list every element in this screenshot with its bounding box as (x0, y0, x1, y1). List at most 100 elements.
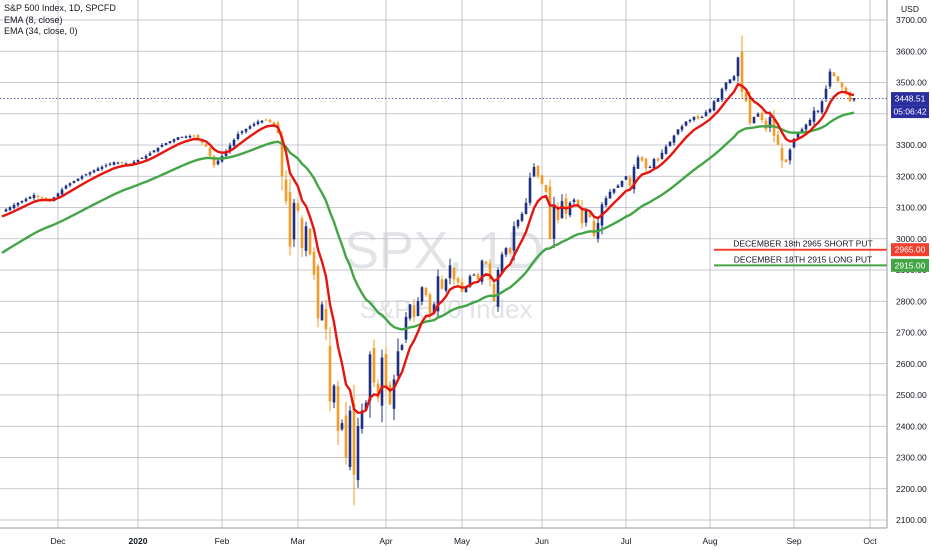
candle-body (232, 139, 236, 146)
candle-body (300, 218, 304, 249)
candle-body (344, 415, 348, 458)
time-tick-label: Apr (379, 536, 392, 546)
candle-body (620, 180, 624, 187)
candle-body (444, 279, 448, 291)
candle-body (416, 301, 420, 316)
candle-body (800, 129, 804, 132)
price-labels-layer: 3448.51 05:06:42 2965.00 2915.00 (0, 92, 929, 272)
candle-body (148, 153, 152, 156)
legend-ema-8: EMA (8, close) (4, 14, 63, 25)
candle-body (808, 120, 812, 126)
candle-body (840, 82, 844, 88)
candle-body (484, 261, 488, 264)
watermark-description: S&P 500 Index (360, 294, 533, 324)
candle-body (356, 426, 360, 481)
candle-body (792, 138, 796, 148)
candle-body (688, 120, 692, 122)
candle-body (324, 308, 328, 330)
candle-body (36, 195, 40, 197)
candle-body (748, 96, 752, 124)
candle-body (560, 201, 564, 219)
time-tick-label: Jul (621, 536, 632, 546)
candle-body (64, 185, 68, 189)
candle-body (164, 143, 168, 146)
candle-body (472, 274, 476, 276)
candle-body (132, 161, 136, 164)
candle-body (76, 178, 80, 182)
ema-34-line (1, 111, 855, 331)
candle-body (836, 76, 840, 81)
candle-body (488, 263, 492, 280)
candle-body (572, 199, 576, 202)
chart-title: S&P 500 Index, 1D, SPCFD (4, 3, 116, 13)
candle-body (260, 120, 264, 123)
candle-body (284, 179, 288, 202)
candle-body (680, 126, 684, 130)
candle-body (512, 226, 516, 251)
order-price-tag-2: 2915.00 (895, 260, 926, 270)
candle-body (84, 174, 88, 176)
candle-body (328, 346, 332, 402)
candle-body (28, 196, 32, 199)
candle-body (456, 278, 460, 283)
candle-body (152, 150, 156, 153)
candle-body (852, 98, 856, 101)
candle-body (436, 276, 440, 312)
candle-body (628, 177, 632, 186)
candle-body (556, 208, 560, 220)
candle-body (500, 254, 504, 273)
candle-body (68, 183, 72, 186)
time-axis-bg (0, 528, 932, 550)
candle-body (204, 143, 208, 147)
candle-body (364, 402, 368, 410)
candle-body (744, 91, 748, 102)
candle-body (304, 226, 308, 251)
candle-body (640, 157, 644, 161)
candle-body (24, 198, 28, 202)
candle-body (520, 213, 524, 221)
candle-body (112, 162, 116, 165)
ema-8-line (1, 82, 855, 415)
price-axis-bg (887, 0, 932, 550)
candle-body (728, 79, 732, 84)
candle-body (536, 165, 540, 177)
candle-body (212, 156, 216, 166)
candle-body (40, 197, 44, 199)
candle-body (736, 57, 740, 77)
candle-body (624, 176, 628, 180)
price-tick-label: 2500.00 (896, 390, 927, 400)
candle-body (72, 180, 76, 183)
candle-body (568, 202, 572, 216)
candle-body (820, 101, 824, 113)
order-price-tag-1: 2965.00 (895, 245, 926, 255)
candle-body (144, 155, 148, 159)
countdown-tag-bg (891, 105, 929, 119)
candle-body (516, 220, 520, 227)
candle-body (692, 116, 696, 120)
candle-body (124, 163, 128, 165)
candle-body (56, 193, 60, 197)
candle-body (316, 266, 320, 319)
candle-body (256, 121, 260, 125)
candle-body (832, 72, 836, 77)
candle-body (396, 351, 400, 376)
candle-body (672, 135, 676, 143)
candle-body (696, 116, 700, 119)
candle-body (816, 110, 820, 112)
candle-body (32, 195, 36, 198)
candle-body (116, 162, 120, 164)
candle-body (660, 152, 664, 159)
candle-body (432, 304, 436, 314)
candle-body (724, 82, 728, 90)
candle-body (824, 88, 828, 99)
candle-body (528, 177, 532, 203)
candle-body (788, 149, 792, 161)
order-price-tag-2-bg (891, 258, 929, 272)
price-tick-label: 3000.00 (896, 234, 927, 244)
candle-body (548, 186, 552, 239)
candle-body (496, 270, 500, 307)
candle-body (228, 145, 232, 152)
candle-body (12, 205, 16, 209)
grid-layer (0, 0, 887, 528)
